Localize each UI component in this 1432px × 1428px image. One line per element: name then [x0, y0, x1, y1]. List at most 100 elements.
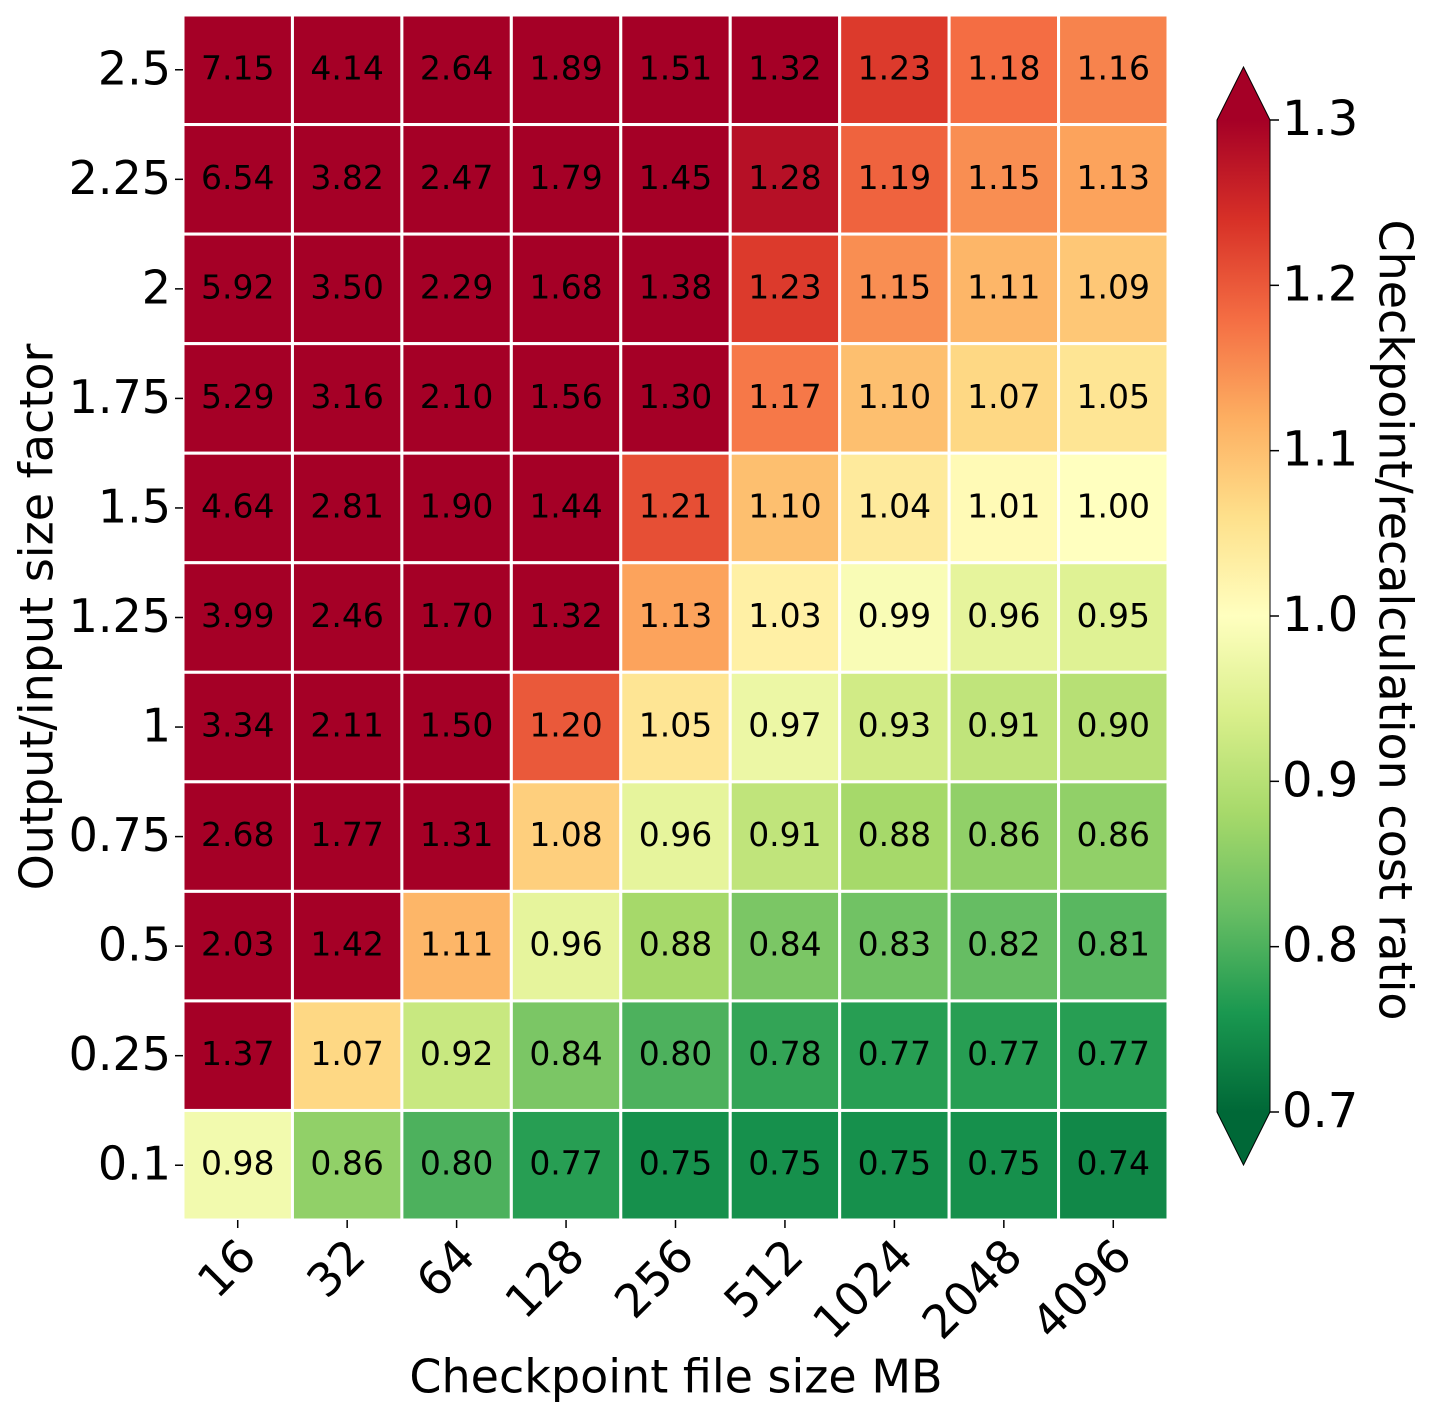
- cell-label: 0.81: [1077, 925, 1150, 964]
- cell-label: 2.29: [420, 267, 493, 306]
- cell-label: 7.15: [201, 48, 274, 87]
- heatmap-cell: [728, 889, 842, 1003]
- y-axis-label: Output/input size factor: [10, 344, 64, 891]
- y-tick-label: 0.75: [69, 808, 171, 862]
- heatmap-cell: [181, 670, 294, 784]
- cell-label: 1.79: [529, 158, 602, 197]
- cell-label: 1.11: [967, 267, 1040, 306]
- heatmap-cell: [838, 123, 951, 236]
- heatmap-cell: [1057, 342, 1170, 455]
- cell-label: 1.03: [748, 596, 821, 635]
- colorbar-tick-label: 1.3: [1282, 91, 1358, 147]
- heatmap-cell: [1057, 999, 1170, 1112]
- cell-label: 2.46: [310, 596, 383, 635]
- cell-label: 1.50: [420, 706, 493, 745]
- cell-label: 1.70: [420, 596, 493, 635]
- cell-label: 1.19: [858, 158, 931, 197]
- cell-label: 1.05: [1077, 377, 1150, 416]
- cell-label: 0.96: [529, 925, 602, 964]
- cell-label: 3.82: [310, 158, 383, 197]
- cell-label: 0.88: [639, 925, 712, 964]
- heatmap-cell: [619, 889, 732, 1003]
- heatmap-cell: [1057, 451, 1170, 565]
- heatmap-cell: [509, 780, 623, 893]
- cell-label: 1.51: [639, 48, 712, 87]
- cell-label: 1.13: [1077, 158, 1150, 197]
- cell-label: 3.99: [201, 596, 274, 635]
- cell-label: 0.86: [310, 1144, 383, 1183]
- cell-label: 1.10: [858, 377, 931, 416]
- cell-label: 3.34: [201, 706, 274, 745]
- cell-label: 2.47: [420, 158, 493, 197]
- cell-label: 0.84: [748, 925, 821, 964]
- cell-label: 1.44: [529, 486, 602, 525]
- y-tick-label: 0.1: [98, 1137, 171, 1191]
- cell-label: 1.08: [529, 815, 602, 854]
- heatmap-cell: [728, 1108, 842, 1222]
- colorbar-tick-label: 0.7: [1282, 1083, 1358, 1139]
- cell-label: 1.77: [310, 815, 383, 854]
- cell-label: 0.77: [858, 1034, 931, 1073]
- y-tick-label: 2.5: [98, 41, 171, 95]
- cell-label: 0.80: [420, 1144, 493, 1183]
- cell-label: 2.81: [310, 486, 383, 525]
- heatmap-cell: [619, 561, 732, 674]
- cell-label: 1.04: [858, 486, 931, 525]
- cell-label: 0.91: [967, 706, 1040, 745]
- heatmap-cell: [181, 780, 294, 893]
- cell-label: 0.88: [858, 815, 931, 854]
- cell-label: 1.21: [639, 486, 712, 525]
- cell-label: 1.68: [529, 267, 602, 306]
- heatmap-cell: [947, 561, 1061, 674]
- heatmap-cell: [838, 670, 951, 784]
- heatmap-cell: [1057, 889, 1170, 1003]
- cell-label: 1.15: [967, 158, 1040, 197]
- cell-label: 0.96: [967, 596, 1040, 635]
- cell-label: 2.03: [201, 925, 274, 964]
- colorbar-tick-label: 1.2: [1282, 256, 1358, 312]
- cell-label: 1.00: [1077, 486, 1150, 525]
- y-tick-label: 1.5: [98, 479, 171, 533]
- x-axis-label: Checkpoint file size MB: [409, 1350, 942, 1404]
- cell-label: 0.78: [748, 1034, 821, 1073]
- heatmap-cell: [619, 232, 732, 346]
- cell-label: 4.64: [201, 486, 274, 525]
- heatmap-cell: [509, 342, 623, 455]
- cell-label: 2.68: [201, 815, 274, 854]
- cell-label: 1.05: [639, 706, 712, 745]
- heatmap-cell: [400, 561, 513, 674]
- cell-label: 0.91: [748, 815, 821, 854]
- cell-label: 1.23: [748, 267, 821, 306]
- heatmap-cell: [181, 889, 294, 1003]
- cell-label: 0.86: [1077, 815, 1150, 854]
- cell-label: 1.13: [639, 596, 712, 635]
- cell-label: 0.77: [529, 1144, 602, 1183]
- cell-label: 5.92: [201, 267, 274, 306]
- heatmap-cell: [838, 889, 951, 1003]
- heatmap-cell: [728, 451, 842, 565]
- colorbar-tick-label: 0.8: [1282, 918, 1358, 974]
- cell-label: 0.96: [639, 815, 712, 854]
- heatmap-cell: [181, 232, 294, 346]
- cell-label: 0.82: [967, 925, 1040, 964]
- x-tick-label: 64: [406, 1228, 486, 1308]
- heatmap-cell: [509, 999, 623, 1112]
- colorbar: [1217, 120, 1270, 1112]
- heatmap-cell: [728, 561, 842, 674]
- cell-label: 1.28: [748, 158, 821, 197]
- colorbar-tick-label: 1.1: [1282, 422, 1358, 478]
- heatmap-cell: [947, 999, 1061, 1112]
- cell-label: 2.11: [310, 706, 383, 745]
- cell-label: 0.90: [1077, 706, 1150, 745]
- cell-label: 2.64: [420, 48, 493, 87]
- y-tick-label: 1.25: [69, 589, 171, 643]
- cell-label: 1.07: [310, 1034, 383, 1073]
- cell-label: 1.07: [967, 377, 1040, 416]
- cell-label: 0.98: [201, 1144, 274, 1183]
- heatmap-cell: [400, 780, 513, 893]
- heatmap-cell: [290, 13, 404, 127]
- heatmap-cell: [947, 123, 1061, 236]
- cell-label: 1.31: [420, 815, 493, 854]
- cell-label: 0.86: [967, 815, 1040, 854]
- cell-label: 1.17: [748, 377, 821, 416]
